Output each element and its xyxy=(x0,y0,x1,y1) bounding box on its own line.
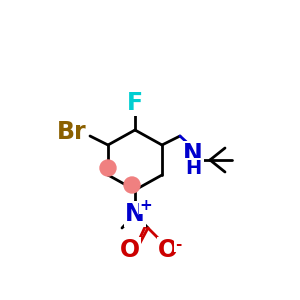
Text: Br: Br xyxy=(57,120,87,144)
Text: O: O xyxy=(120,238,140,262)
Text: F: F xyxy=(127,91,143,115)
Text: N: N xyxy=(183,142,203,166)
Text: +: + xyxy=(140,199,152,214)
Circle shape xyxy=(100,160,116,176)
Text: N: N xyxy=(125,202,145,226)
Text: O: O xyxy=(158,238,178,262)
Text: H: H xyxy=(185,158,201,178)
Text: -: - xyxy=(175,236,181,251)
Circle shape xyxy=(124,177,140,193)
